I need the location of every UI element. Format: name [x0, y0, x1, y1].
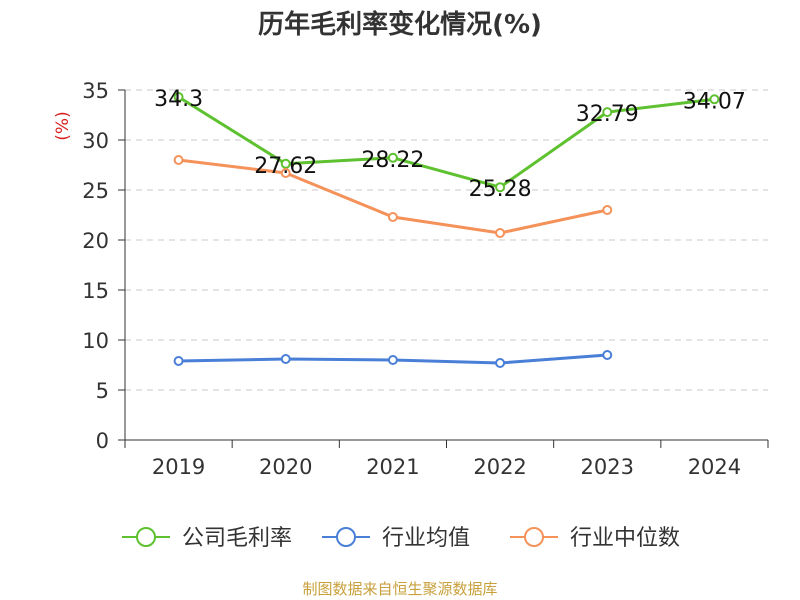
series-layer	[173, 92, 720, 368]
y-tick-label: 25	[82, 179, 109, 203]
x-tick-label: 2022	[473, 455, 526, 479]
data-source-note: 制图数据来自恒生聚源数据库	[302, 580, 498, 598]
data-point	[173, 92, 184, 102]
legend-label: 行业均值	[382, 526, 470, 551]
data-point	[709, 94, 720, 105]
data-point	[173, 155, 184, 165]
data-point	[495, 228, 506, 238]
data-label: 25.28	[469, 177, 532, 202]
data-label: 32.79	[576, 102, 639, 127]
y-tick-label: 35	[82, 79, 109, 103]
legend-marker	[336, 527, 356, 547]
data-point	[387, 355, 398, 365]
x-tick-label: 2019	[152, 455, 205, 479]
data-point	[173, 356, 184, 366]
y-tick-label: 5	[96, 379, 109, 403]
legend-marker	[524, 527, 544, 547]
data-point	[387, 212, 398, 222]
series-line-1	[177, 95, 715, 189]
y-axis-label: (%)	[53, 111, 73, 140]
y-tick-label: 20	[82, 229, 109, 253]
x-tick-label: 2023	[581, 455, 634, 479]
y-tick-label: 0	[96, 429, 109, 453]
legend: 公司毛利率 行业均值 行业中位数	[122, 526, 680, 551]
data-label: 27.62	[254, 154, 317, 179]
x-tick-label: 2024	[688, 455, 741, 479]
data-point	[387, 152, 398, 163]
data-label: 34.3	[154, 87, 203, 112]
data-point	[495, 182, 506, 193]
grid-layer	[125, 89, 768, 391]
legend-marker	[136, 527, 156, 547]
x-tick-label: 2021	[366, 455, 419, 479]
axis-layer: 0 5 10 15 20 25 30 35 (%) 2019 2020 2021 2022 2023 202…	[53, 79, 769, 479]
data-point	[495, 358, 506, 368]
data-point	[280, 168, 291, 178]
data-point	[280, 354, 291, 364]
x-tick-label: 2020	[259, 455, 312, 479]
data-point	[602, 107, 613, 118]
data-label: 28.22	[361, 148, 424, 173]
data-label-layer: 34.3 27.62 28.22 25.28 32.79 34.07	[154, 87, 746, 202]
chart-title: 历年毛利率变化情况(%)	[258, 10, 542, 40]
data-point	[602, 205, 613, 215]
data-point	[280, 158, 291, 169]
y-tick-label: 15	[82, 279, 109, 303]
legend-label: 行业中位数	[570, 526, 680, 551]
legend-label: 公司毛利率	[182, 526, 292, 551]
y-tick-label: 10	[82, 329, 109, 353]
data-label: 34.07	[683, 89, 746, 114]
y-tick-label: 30	[82, 129, 109, 153]
data-point	[602, 350, 613, 360]
